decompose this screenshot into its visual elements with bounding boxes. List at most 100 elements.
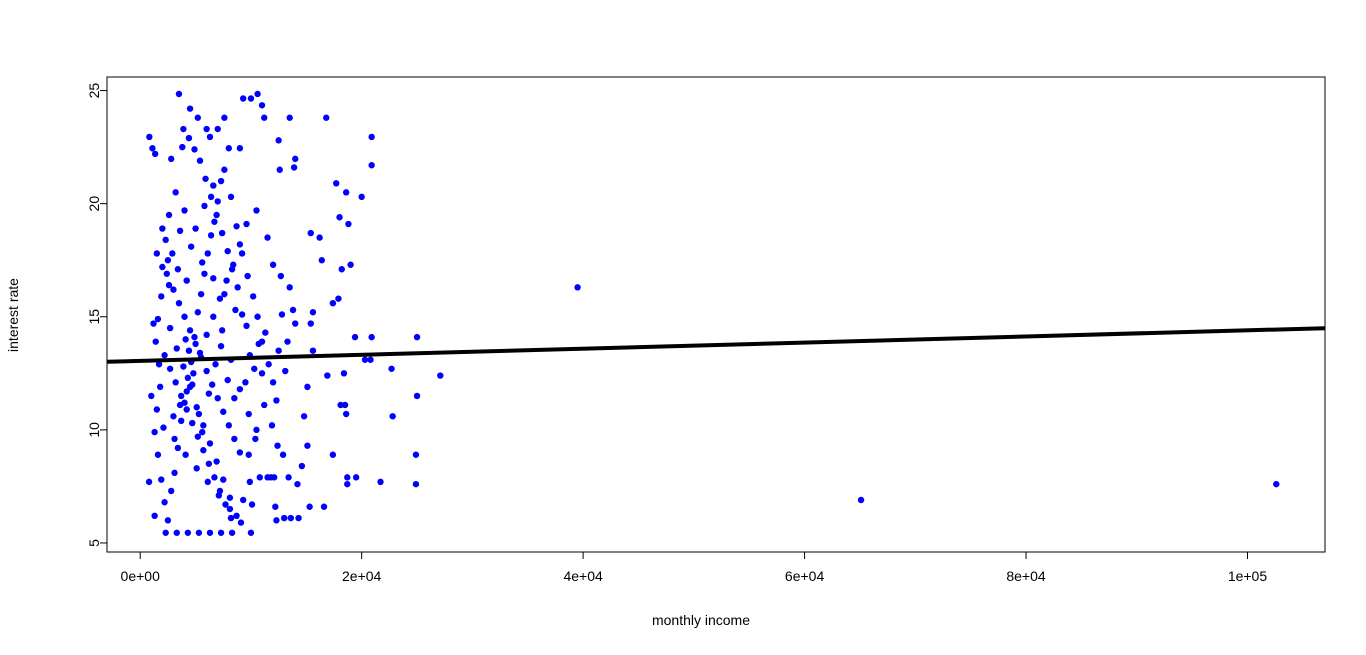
data-point [170, 286, 177, 293]
data-point [300, 413, 308, 420]
data-point [155, 361, 163, 368]
data-point [201, 202, 208, 210]
data-point [213, 458, 220, 465]
data-point [347, 261, 354, 268]
data-point [271, 474, 278, 481]
data-point [194, 309, 201, 316]
data-point [307, 320, 314, 327]
data-point [172, 189, 179, 196]
data-point [239, 496, 247, 504]
data-point [261, 401, 268, 409]
data-point [238, 311, 246, 318]
data-point [218, 229, 226, 237]
data-point [154, 451, 162, 458]
data-point [161, 499, 168, 506]
data-point [156, 383, 164, 391]
data-point [268, 422, 276, 429]
data-point [205, 390, 213, 397]
data-point [342, 189, 350, 196]
data-point [248, 501, 256, 508]
data-point [220, 408, 227, 415]
data-point [413, 333, 421, 341]
data-point [221, 114, 228, 121]
data-point [153, 406, 161, 413]
data-point [181, 207, 188, 214]
data-point [236, 241, 244, 248]
data-point [282, 367, 289, 375]
data-point [183, 388, 190, 395]
data-point [177, 392, 185, 400]
data-point [158, 293, 165, 300]
data-point [294, 480, 301, 488]
data-point [186, 105, 194, 112]
plot-frame [106, 76, 1326, 553]
data-point [158, 476, 165, 483]
data-point [185, 347, 193, 354]
data-point [358, 193, 365, 201]
data-point [273, 397, 280, 404]
data-point [344, 474, 351, 481]
data-point [247, 95, 255, 102]
data-point [216, 295, 224, 302]
data-point [174, 266, 182, 273]
data-point [329, 451, 337, 458]
x-tick-label: 1e+05 [1228, 568, 1268, 584]
data-point [309, 347, 317, 354]
data-point [214, 125, 221, 133]
data-point [233, 512, 240, 520]
data-point [226, 505, 234, 513]
x-tick-label: 2e+04 [342, 568, 382, 584]
data-point [276, 166, 283, 173]
data-point [148, 392, 155, 400]
y-tick-label: 5 [86, 539, 102, 547]
data-point [341, 401, 349, 409]
data-point [146, 133, 153, 141]
data-point [199, 428, 206, 436]
data-point [236, 145, 244, 152]
data-point [324, 372, 331, 379]
data-point [187, 243, 195, 250]
data-point [1273, 480, 1280, 488]
data-point [249, 293, 257, 300]
data-point [182, 336, 189, 343]
data-point [213, 211, 220, 219]
x-axis: 0e+00 2e+04 4e+04 6e+04 8e+04 1e+05 [121, 551, 1268, 584]
regression-line [106, 326, 1326, 364]
data-point [413, 392, 421, 400]
data-point [412, 480, 420, 488]
x-tick-label: 8e+04 [1006, 568, 1046, 584]
data-point [223, 277, 230, 284]
data-point [217, 342, 225, 350]
data-point [186, 327, 194, 334]
data-point [258, 338, 266, 345]
data-point [286, 114, 293, 121]
data-point [298, 462, 306, 470]
data-point [193, 404, 200, 411]
x-tick-label: 0e+00 [121, 568, 161, 584]
data-point [162, 236, 169, 244]
data-point [225, 422, 232, 429]
data-point [162, 529, 169, 536]
data-point [243, 220, 250, 228]
data-point [245, 451, 252, 458]
regression-line-layer [106, 326, 1326, 364]
data-point [164, 517, 172, 524]
data-point [247, 529, 255, 536]
data-point [176, 401, 184, 409]
data-point [207, 232, 215, 239]
data-point [191, 146, 198, 153]
data-point [236, 449, 244, 456]
data-point [389, 413, 396, 420]
data-point [253, 207, 260, 214]
data-point [226, 494, 234, 501]
data-point [377, 478, 384, 486]
data-point [179, 143, 186, 151]
data-point [243, 322, 250, 330]
data-point [159, 225, 166, 232]
data-point [307, 229, 314, 237]
data-point [335, 295, 342, 302]
data-point [292, 320, 299, 327]
data-point [182, 451, 189, 458]
data-point [183, 406, 190, 413]
